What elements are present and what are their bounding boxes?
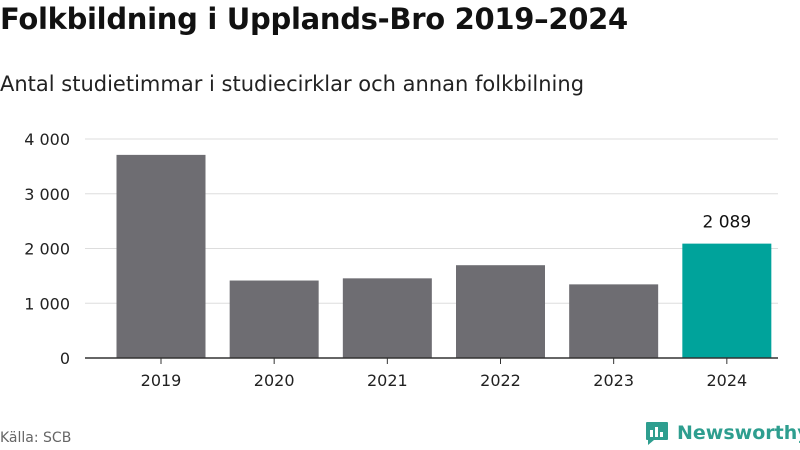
data-labels: 2 089 — [702, 213, 751, 233]
y-tick-label: 1 000 — [24, 294, 70, 313]
source-note: Källa: SCB — [0, 430, 72, 446]
y-axis-tick-labels: 0 1 000 2 000 3 000 4 000 — [24, 130, 70, 368]
x-tick-label: 2024 — [706, 371, 747, 390]
y-tick-label: 4 000 — [24, 130, 70, 149]
bar-2020 — [229, 280, 319, 358]
y-tick-label: 2 000 — [24, 240, 70, 259]
chart-subtitle: Antal studietimmar i studiecirklar och a… — [0, 72, 585, 96]
bar-2019 — [116, 154, 206, 358]
x-tick-label: 2021 — [367, 371, 408, 390]
chart-title: Folkbildning i Upplands-Bro 2019–2024 — [0, 2, 628, 36]
x-tick-label: 2019 — [141, 371, 182, 390]
x-tick-label: 2020 — [254, 371, 295, 390]
bar-2023 — [569, 284, 659, 358]
x-tick-label: 2022 — [480, 371, 521, 390]
bar-2022 — [456, 265, 545, 358]
newsworthy-logo-icon — [646, 422, 668, 445]
bar-2021 — [342, 278, 432, 358]
bars — [116, 154, 772, 358]
brand-name: Newsworthy — [677, 422, 800, 444]
x-tick-label: 2023 — [593, 371, 634, 390]
bar-2024 — [682, 243, 772, 358]
x-axis-tick-labels: 2019 2020 2021 2022 2023 2024 — [141, 371, 748, 390]
brand-logo: Newsworthy — [644, 419, 800, 447]
data-label: 2 089 — [702, 213, 751, 233]
y-tick-label: 0 — [60, 349, 70, 368]
y-tick-label: 3 000 — [24, 185, 70, 204]
x-axis — [85, 357, 778, 364]
